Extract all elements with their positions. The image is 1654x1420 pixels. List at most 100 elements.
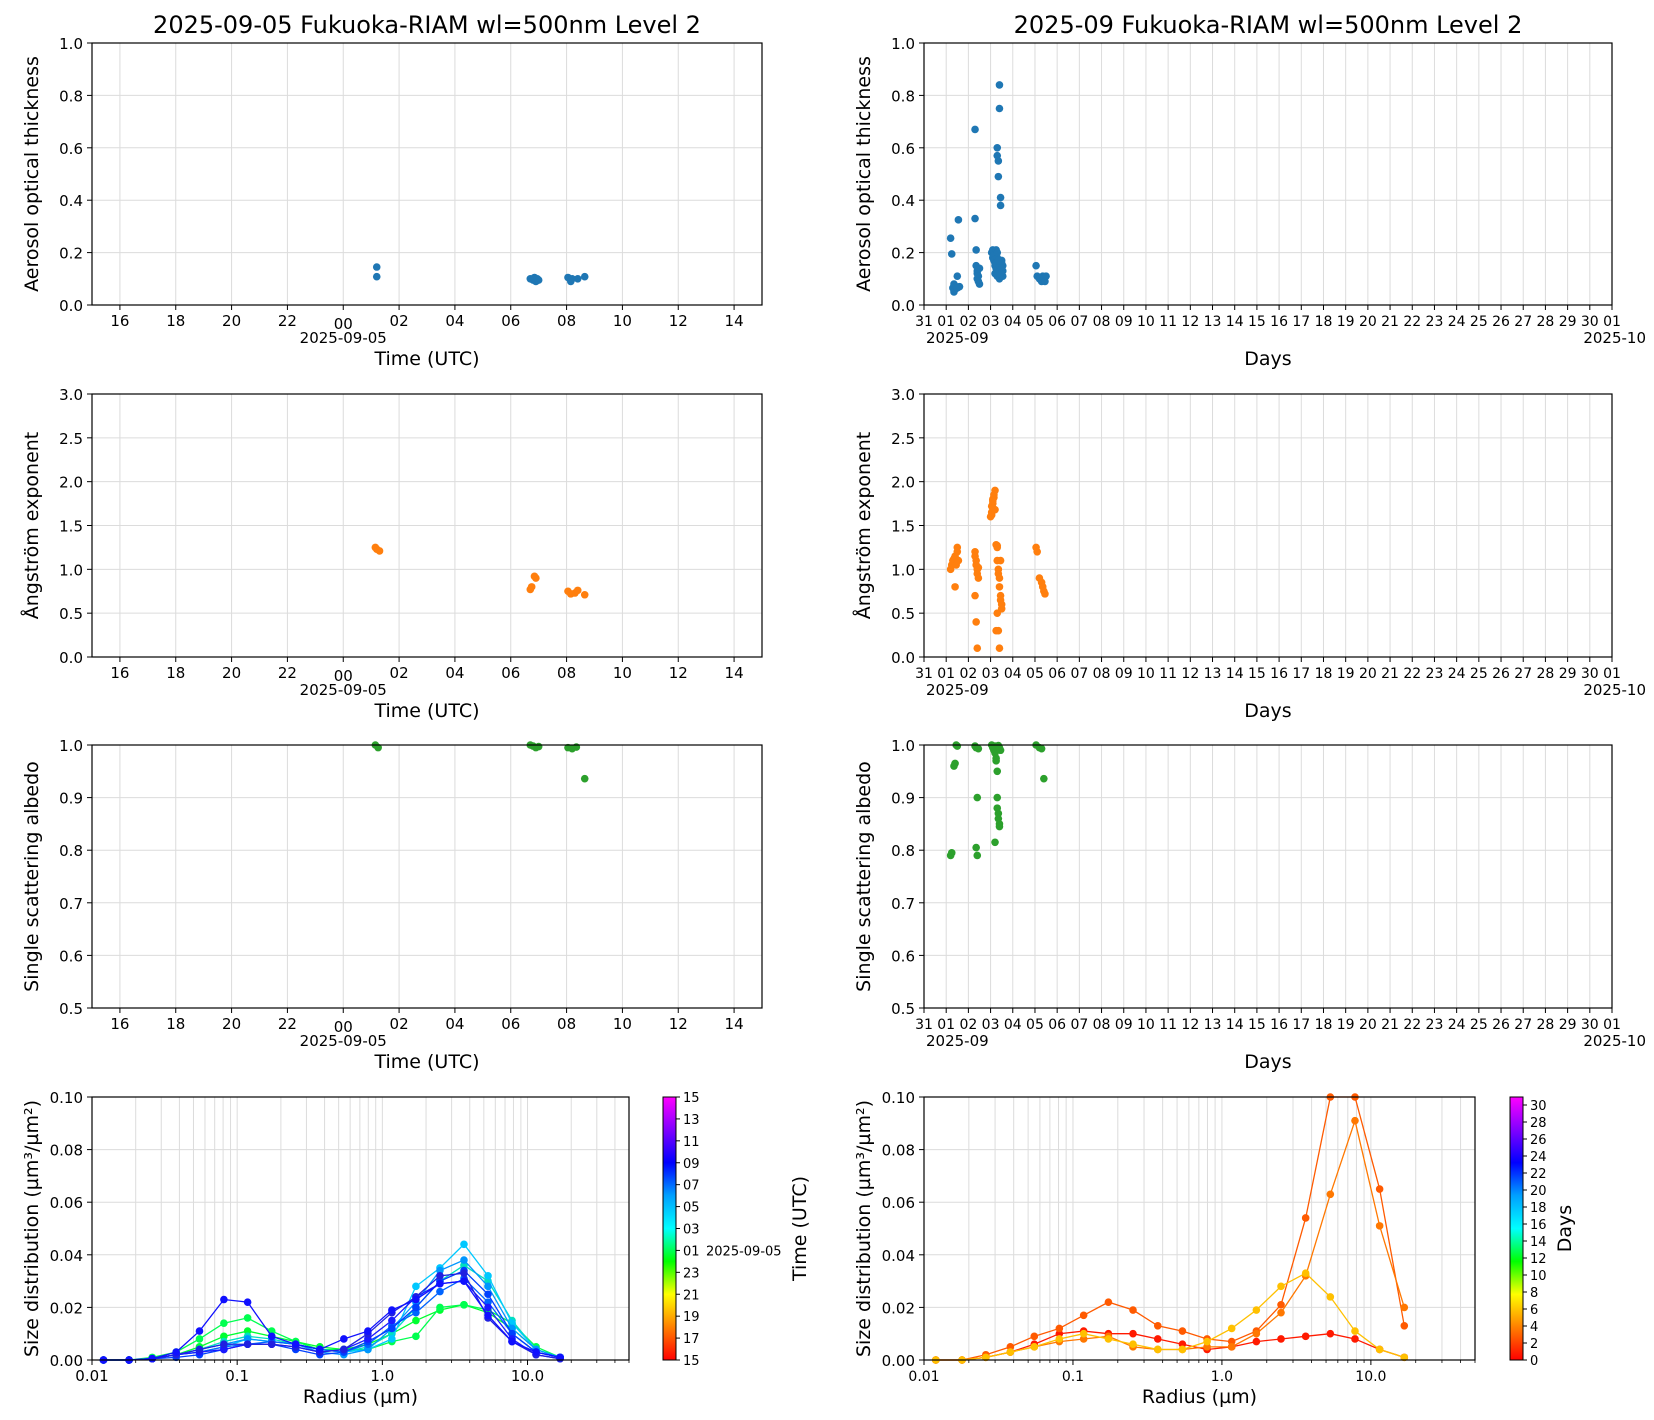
y-tick-label: 0.8 bbox=[891, 842, 915, 860]
x-tick-label: 0.1 bbox=[225, 1367, 249, 1385]
x-tick-label: 05 bbox=[1026, 666, 1044, 682]
data-point bbox=[148, 1354, 157, 1363]
y-axis-label: Size distribution (µm³/µm²) bbox=[853, 1100, 875, 1357]
x-tick-label: 09 bbox=[1115, 666, 1133, 682]
data-point bbox=[1129, 1340, 1137, 1349]
data-point bbox=[375, 547, 384, 555]
x-tick-label: 10 bbox=[613, 664, 632, 682]
colorbar-tick-label: 01 bbox=[683, 1244, 700, 1259]
grid-lines bbox=[923, 42, 1613, 306]
data-point bbox=[374, 743, 382, 752]
x-tick-label: 14 bbox=[725, 1015, 744, 1033]
data-point bbox=[1153, 1335, 1162, 1343]
data-point bbox=[484, 1303, 492, 1312]
data-point bbox=[954, 216, 963, 224]
x-date-label-right: 2025-10 bbox=[1583, 1032, 1646, 1050]
chart-daily-size-distribution: 0.01 0.1 1.0 10.0 0.00 0.02 0.04 0.06 0.08 0.10 Ra… bbox=[21, 1089, 811, 1408]
data-point bbox=[388, 1335, 396, 1343]
data-point bbox=[954, 556, 963, 565]
data-point bbox=[527, 583, 536, 591]
data-point bbox=[372, 272, 381, 281]
y-tick-label: 0.4 bbox=[59, 192, 83, 210]
y-tick-label: 1.5 bbox=[59, 518, 83, 536]
y-tick-label: 0.00 bbox=[882, 1352, 915, 1370]
series-line-2 bbox=[935, 1118, 1405, 1361]
x-tick-label: 19 bbox=[1337, 314, 1355, 330]
data-point bbox=[1326, 1329, 1335, 1338]
data-point bbox=[580, 590, 589, 599]
data-point bbox=[1104, 1335, 1113, 1343]
data-point bbox=[534, 276, 543, 284]
x-tick-label: 09 bbox=[1115, 314, 1133, 330]
x-tick-label: 12 bbox=[1181, 666, 1199, 682]
data-point bbox=[1153, 1345, 1162, 1354]
data-point bbox=[1400, 1303, 1409, 1312]
data-point bbox=[220, 1340, 228, 1349]
data-point bbox=[947, 849, 956, 857]
colorbar-tick-label: 11 bbox=[683, 1135, 700, 1150]
y-ticks: 0.5 0.6 0.7 0.8 0.9 1.0 bbox=[59, 737, 92, 1018]
data-point bbox=[947, 250, 956, 258]
data-point bbox=[1030, 1343, 1039, 1351]
colorbar-tick-label: 05 bbox=[683, 1201, 700, 1216]
data-point bbox=[1227, 1324, 1236, 1333]
data-point bbox=[1277, 1335, 1285, 1343]
x-date-label-left: 2025-09 bbox=[926, 1032, 989, 1050]
x-tick-label: 18 bbox=[1315, 314, 1333, 330]
series-group bbox=[946, 486, 1049, 653]
data-point bbox=[580, 272, 589, 281]
x-tick-label: 19 bbox=[1337, 1017, 1355, 1033]
x-tick-label: 15 bbox=[1248, 314, 1266, 330]
data-point bbox=[1301, 1214, 1310, 1222]
chart-title: 2025-09-05 Fukuoka-RIAM wl=500nm Level 2 bbox=[153, 11, 701, 39]
chart-title: 2025-09 Fukuoka-RIAM wl=500nm Level 2 bbox=[1014, 11, 1523, 39]
y-ticks: 0.00 0.02 0.04 0.06 0.08 0.10 bbox=[882, 1089, 924, 1370]
plot-frame bbox=[923, 1096, 1476, 1361]
x-tick-label: 18 bbox=[1315, 666, 1333, 682]
colorbar-tick-label: 28 bbox=[1530, 1116, 1547, 1131]
data-point bbox=[1079, 1329, 1088, 1338]
data-point bbox=[534, 742, 543, 751]
x-tick-label: 16 bbox=[1270, 1017, 1288, 1033]
colorbar-tick-label: 10 bbox=[1530, 1269, 1547, 1284]
x-tick-label: 23 bbox=[1426, 666, 1444, 682]
y-axis-label: Single scattering albedo bbox=[21, 761, 43, 992]
x-tick-label: 06 bbox=[501, 664, 520, 682]
y-tick-label: 0.0 bbox=[891, 649, 915, 667]
x-tick-label: 11 bbox=[1159, 314, 1177, 330]
data-point bbox=[460, 1261, 468, 1270]
x-tick-label: 04 bbox=[1004, 666, 1022, 682]
series-group bbox=[946, 81, 1050, 296]
x-tick-label: 03 bbox=[982, 1017, 1000, 1033]
x-tick-label: 25 bbox=[1470, 314, 1488, 330]
data-point bbox=[1153, 1322, 1162, 1330]
y-tick-label: 0.0 bbox=[59, 297, 83, 315]
series-group bbox=[372, 263, 589, 286]
data-point bbox=[220, 1295, 228, 1304]
data-point bbox=[1203, 1343, 1211, 1351]
y-axis-label: Aerosol optical thickness bbox=[21, 56, 43, 292]
x-axis-label: Time (UTC) bbox=[373, 348, 479, 370]
y-tick-label: 1.0 bbox=[59, 561, 83, 579]
data-point bbox=[995, 81, 1004, 89]
grid-lines bbox=[91, 1096, 630, 1361]
data-point bbox=[993, 144, 1002, 152]
data-point bbox=[243, 1335, 252, 1343]
data-point bbox=[484, 1272, 492, 1280]
x-ticks: 16 18 20 22 00 02 04 06 08 10 12 14 bbox=[110, 1008, 744, 1036]
x-tick-label: 0.1 bbox=[1062, 1369, 1084, 1385]
x-ticks: 0.01 0.1 1.0 10.0 bbox=[75, 1360, 630, 1385]
x-axis-label: Days bbox=[1244, 1051, 1291, 1073]
data-point bbox=[1252, 1306, 1261, 1314]
data-point bbox=[532, 1348, 540, 1356]
y-ticks: 0.00 0.02 0.04 0.06 0.08 0.10 bbox=[50, 1089, 92, 1370]
x-tick-label: 26 bbox=[1492, 666, 1510, 682]
data-point bbox=[1055, 1329, 1064, 1338]
data-point bbox=[974, 574, 983, 582]
data-point bbox=[508, 1337, 516, 1346]
x-tick-label: 20 bbox=[1359, 314, 1377, 330]
data-point bbox=[996, 269, 1005, 278]
y-tick-label: 0.6 bbox=[59, 947, 83, 965]
colorbar-tick-label: 15 bbox=[683, 1354, 700, 1369]
